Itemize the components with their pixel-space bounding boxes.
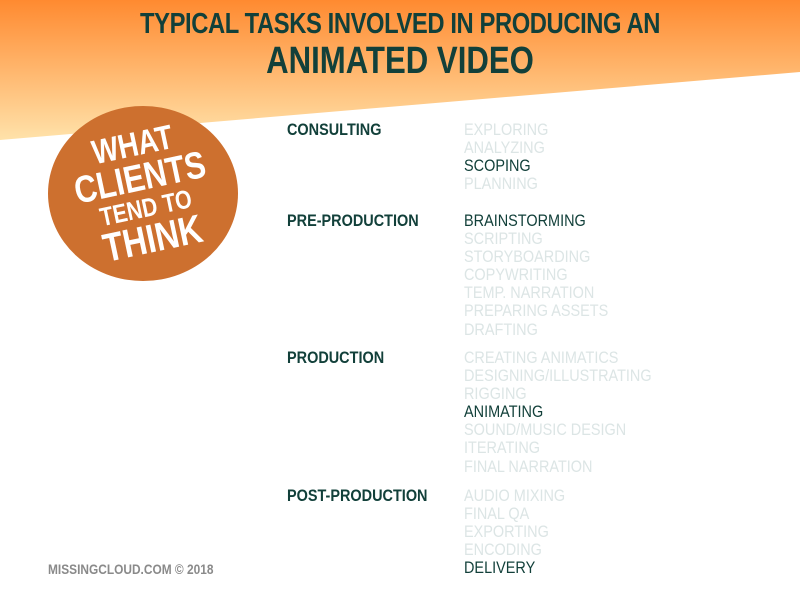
task-item: COPYWRITING xyxy=(464,265,568,285)
task-item: PREPARING ASSETS xyxy=(464,301,609,321)
task-item: EXPORTING xyxy=(464,522,549,542)
stage-label: PRE-PRODUCTION xyxy=(287,211,419,230)
task-list: EXPLORING ANALYZING SCOPING PLANNING xyxy=(464,120,563,194)
title-line-2: ANIMATED VIDEO xyxy=(266,40,534,82)
stage-label: CONSULTING xyxy=(287,120,382,139)
task-list: CREATING ANIMATICS DESIGNING/ILLUSTRATING… xyxy=(464,348,685,476)
task-item: ENCODING xyxy=(464,540,542,560)
task-item: ITERATING xyxy=(464,438,541,458)
task-item: STORYBOARDING xyxy=(464,247,591,267)
task-item-highlighted: BRAINSTORMING xyxy=(464,211,586,230)
task-item: RIGGING xyxy=(464,384,527,404)
task-item: CREATING ANIMATICS xyxy=(464,348,619,367)
stage-label: PRODUCTION xyxy=(287,348,385,367)
task-item: FINAL QA xyxy=(464,504,530,524)
task-item: DRAFTING xyxy=(464,319,538,339)
task-item: AUDIO MIXING xyxy=(464,486,566,505)
task-item: SCRIPTING xyxy=(464,229,543,249)
task-item: SOUND/MUSIC DESIGN xyxy=(464,420,627,440)
task-item: DESIGNING/ILLUSTRATING xyxy=(464,366,652,386)
stage-label: POST-PRODUCTION xyxy=(287,486,428,505)
task-item: EXPLORING xyxy=(464,120,549,139)
task-item-highlighted: SCOPING xyxy=(464,156,531,176)
task-item: PLANNING xyxy=(464,174,538,194)
task-item: ANALYZING xyxy=(464,138,545,158)
task-item-highlighted: ANIMATING xyxy=(464,402,544,422)
badge-circle xyxy=(48,106,238,281)
title-line-1: TYPICAL TASKS INVOLVED IN PRODUCING AN xyxy=(140,8,660,40)
task-list: BRAINSTORMING SCRIPTING STORYBOARDING COPYW… xyxy=(464,211,634,339)
task-item-highlighted: DELIVERY xyxy=(464,558,536,578)
task-item: FINAL NARRATION xyxy=(464,456,593,476)
task-list: AUDIO MIXING FINAL QA EXPORTING ENCODING DEL… xyxy=(464,486,583,578)
task-item: TEMP. NARRATION xyxy=(464,283,595,303)
footer-copyright: MISSINGCLOUD.COM © 2018 xyxy=(48,561,214,577)
